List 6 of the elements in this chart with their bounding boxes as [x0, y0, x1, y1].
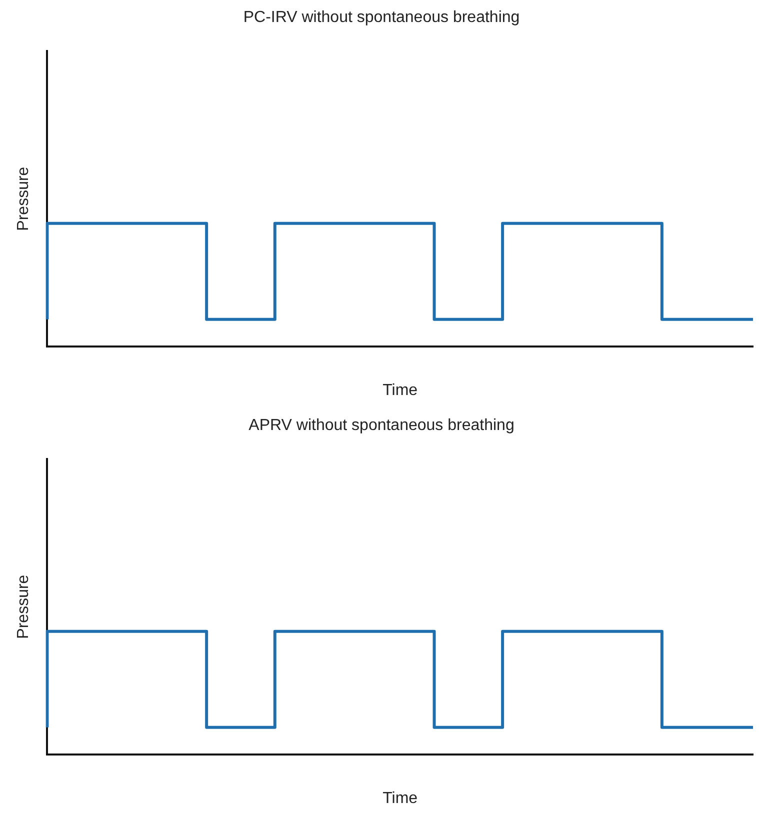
x-axis-title: Time [382, 790, 418, 807]
chart-title: APRV without spontaneous breathing [248, 417, 514, 434]
y-axis-title: Pressure [15, 574, 32, 639]
y-axis-title: Pressure [15, 166, 32, 231]
chart-title: PC-IRV without spontaneous breathing [243, 9, 520, 26]
x-axis-title: Time [382, 382, 418, 399]
